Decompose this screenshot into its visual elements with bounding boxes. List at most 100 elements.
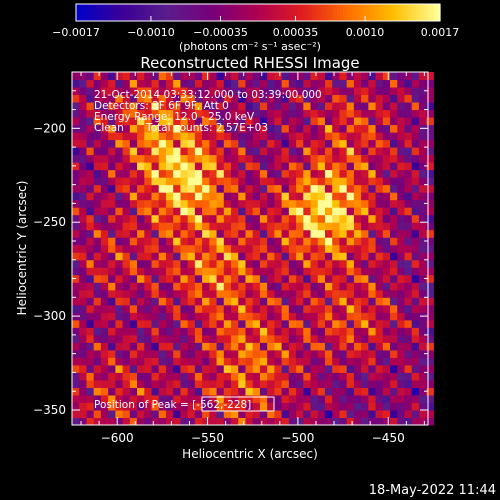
heatmap-cell bbox=[397, 402, 406, 411]
heatmap-cell bbox=[231, 102, 239, 111]
heatmap-cell bbox=[303, 169, 312, 178]
heatmap-cell bbox=[180, 312, 189, 321]
heatmap-cell bbox=[209, 222, 218, 231]
heatmap-cell bbox=[79, 207, 87, 216]
heatmap-cell bbox=[274, 387, 283, 396]
heatmap-cell bbox=[346, 87, 355, 96]
heatmap-cell bbox=[339, 282, 348, 291]
heatmap-cell bbox=[144, 177, 153, 186]
heatmap-cell bbox=[296, 304, 304, 313]
heatmap-cell bbox=[346, 297, 355, 306]
heatmap-cell bbox=[238, 259, 246, 268]
heatmap-cell bbox=[223, 297, 232, 306]
heatmap-cell bbox=[303, 222, 312, 231]
heatmap-cell bbox=[194, 132, 203, 141]
heatmap-cell bbox=[375, 117, 384, 126]
heatmap-cell bbox=[324, 379, 333, 388]
heatmap-cell bbox=[368, 207, 377, 216]
heatmap-cell bbox=[100, 297, 109, 306]
heatmap-cell bbox=[375, 304, 384, 313]
heatmap-cell bbox=[375, 327, 384, 336]
heatmap-cell bbox=[216, 184, 225, 193]
heatmap-cell bbox=[93, 349, 102, 358]
heatmap-cell bbox=[180, 237, 189, 246]
heatmap-cell bbox=[151, 139, 160, 148]
heatmap-cell bbox=[86, 177, 95, 186]
heatmap-cell bbox=[252, 79, 261, 88]
heatmap-cell bbox=[86, 124, 95, 133]
heatmap-cell bbox=[324, 177, 333, 186]
heatmap-cell bbox=[202, 214, 210, 223]
heatmap-cell bbox=[137, 304, 145, 313]
heatmap-cell bbox=[259, 387, 268, 396]
heatmap-cell bbox=[137, 94, 145, 103]
heatmap-cell bbox=[411, 244, 420, 253]
heatmap-cell bbox=[137, 199, 145, 208]
heatmap-cell bbox=[310, 342, 319, 351]
heatmap-cell bbox=[100, 94, 109, 103]
heatmap-cell bbox=[86, 102, 95, 111]
heatmap-cell bbox=[129, 199, 138, 208]
heatmap-cell bbox=[209, 207, 218, 216]
heatmap-cell bbox=[252, 244, 261, 253]
heatmap-cell bbox=[86, 147, 95, 156]
heatmap-cell bbox=[274, 282, 283, 291]
heatmap-cell bbox=[202, 379, 210, 388]
heatmap-cell bbox=[411, 304, 420, 313]
heatmap-cell bbox=[252, 169, 261, 178]
heatmap-cell bbox=[158, 124, 167, 133]
heatmap-cell bbox=[426, 357, 434, 366]
heatmap-cell bbox=[137, 139, 145, 148]
heatmap-cell bbox=[122, 94, 131, 103]
heatmap-cell bbox=[79, 372, 87, 381]
heatmap-cell bbox=[281, 364, 290, 373]
heatmap-cell bbox=[238, 402, 246, 411]
heatmap-cell bbox=[223, 154, 232, 163]
heatmap-cell bbox=[115, 319, 124, 328]
heatmap-cell bbox=[426, 364, 434, 373]
heatmap-cell bbox=[93, 274, 102, 283]
heatmap-cell bbox=[346, 154, 355, 163]
heatmap-cell bbox=[259, 139, 268, 148]
heatmap-cell bbox=[158, 334, 167, 343]
heatmap-cell bbox=[375, 297, 384, 306]
heatmap-cell bbox=[411, 117, 420, 126]
heatmap-cell bbox=[390, 94, 398, 103]
heatmap-cell bbox=[324, 124, 333, 133]
heatmap-cell bbox=[368, 282, 377, 291]
colorbar-segment bbox=[112, 4, 117, 21]
heatmap-cell bbox=[332, 379, 340, 388]
heatmap-cell bbox=[245, 237, 254, 246]
heatmap-cell bbox=[274, 334, 283, 343]
heatmap-cell bbox=[252, 184, 261, 193]
heatmap-cell bbox=[353, 387, 362, 396]
heatmap-cell bbox=[296, 379, 304, 388]
heatmap-cell bbox=[151, 312, 160, 321]
heatmap-cell bbox=[368, 372, 377, 381]
heatmap-cell bbox=[281, 289, 290, 298]
heatmap-cell bbox=[317, 252, 326, 261]
y-tick-label: −350 bbox=[33, 403, 66, 417]
heatmap-cell bbox=[310, 259, 319, 268]
heatmap-cell bbox=[346, 372, 355, 381]
heatmap-cell bbox=[93, 409, 102, 418]
heatmap-cell bbox=[129, 334, 138, 343]
heatmap-cell bbox=[202, 154, 210, 163]
heatmap-cell bbox=[281, 327, 290, 336]
heatmap-cell bbox=[115, 72, 124, 81]
heatmap-cell bbox=[129, 364, 138, 373]
heatmap-cell bbox=[194, 169, 203, 178]
heatmap-cell bbox=[310, 417, 319, 426]
heatmap-cell bbox=[252, 319, 261, 328]
heatmap-cell bbox=[129, 357, 138, 366]
heatmap-cell bbox=[209, 357, 218, 366]
heatmap-cell bbox=[390, 334, 398, 343]
colorbar-segment bbox=[379, 4, 383, 21]
heatmap-cell bbox=[303, 94, 312, 103]
heatmap-cell bbox=[310, 79, 319, 88]
heatmap-cell bbox=[115, 349, 124, 358]
heatmap-cell bbox=[332, 154, 340, 163]
heatmap-cell bbox=[187, 132, 196, 141]
heatmap-cell bbox=[418, 94, 427, 103]
heatmap-cell bbox=[151, 192, 160, 201]
